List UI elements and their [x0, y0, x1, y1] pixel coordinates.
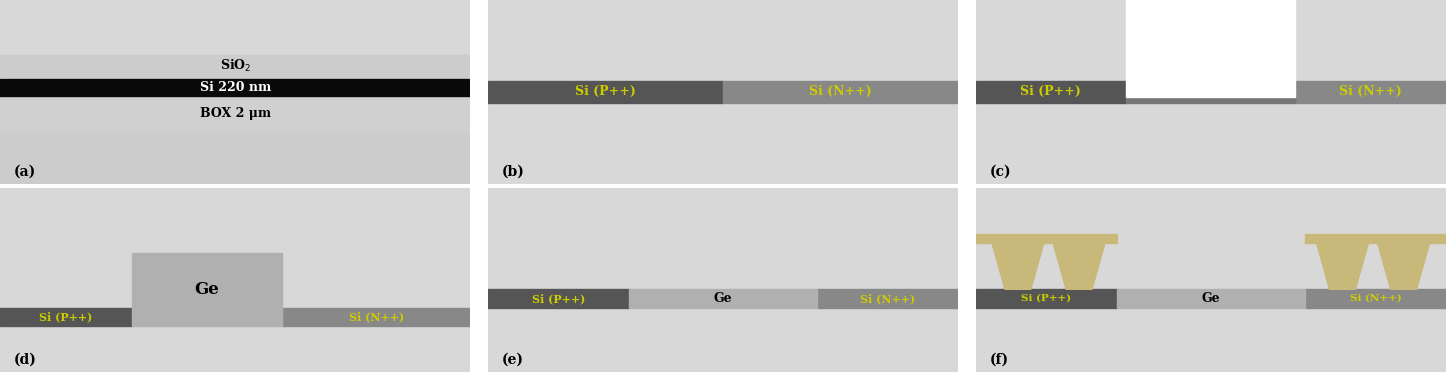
- Text: Ge: Ge: [1202, 292, 1220, 305]
- Bar: [132, 253, 282, 326]
- Bar: [976, 81, 1126, 103]
- Text: (b): (b): [502, 164, 525, 178]
- Bar: [976, 234, 1116, 243]
- Text: Si (N++): Si (N++): [810, 86, 872, 98]
- Bar: [487, 81, 723, 103]
- Bar: [1126, 0, 1296, 97]
- Text: Si (P++): Si (P++): [532, 293, 586, 304]
- Text: Si (P++): Si (P++): [576, 86, 636, 98]
- Bar: [282, 308, 470, 326]
- Text: (d): (d): [14, 353, 38, 366]
- Bar: [0, 79, 470, 96]
- Text: BOX 2 μm: BOX 2 μm: [200, 108, 270, 121]
- Text: Si (N++): Si (N++): [1349, 294, 1401, 303]
- Polygon shape: [1053, 243, 1105, 289]
- Text: Ge: Ge: [195, 281, 220, 298]
- Bar: [817, 289, 959, 308]
- Bar: [1296, 81, 1446, 103]
- Bar: [0, 308, 132, 326]
- Polygon shape: [1317, 243, 1368, 289]
- Text: Ge: Ge: [714, 292, 732, 305]
- Bar: [629, 289, 817, 308]
- Bar: [0, 55, 470, 77]
- Bar: [487, 289, 629, 308]
- Text: (a): (a): [14, 164, 36, 178]
- Text: Si (N++): Si (N++): [348, 311, 403, 323]
- Text: Si (P++): Si (P++): [1021, 294, 1071, 303]
- Bar: [723, 81, 959, 103]
- Bar: [1116, 289, 1304, 308]
- Polygon shape: [992, 243, 1044, 289]
- Bar: [0, 96, 470, 184]
- Text: SiO$_2$: SiO$_2$: [220, 58, 252, 74]
- Text: (c): (c): [989, 164, 1011, 178]
- Bar: [976, 289, 1116, 308]
- Bar: [1304, 289, 1446, 308]
- Bar: [0, 96, 470, 132]
- Text: (f): (f): [989, 353, 1009, 366]
- Text: (e): (e): [502, 353, 523, 366]
- Bar: [1304, 234, 1446, 243]
- Text: Si (P++): Si (P++): [39, 311, 93, 323]
- Text: Si (N++): Si (N++): [1339, 86, 1403, 98]
- Text: Si (N++): Si (N++): [860, 293, 915, 304]
- Text: Si (P++): Si (P++): [1021, 86, 1082, 98]
- Polygon shape: [1378, 243, 1430, 289]
- Bar: [1126, 97, 1296, 103]
- Text: Si 220 nm: Si 220 nm: [200, 81, 270, 94]
